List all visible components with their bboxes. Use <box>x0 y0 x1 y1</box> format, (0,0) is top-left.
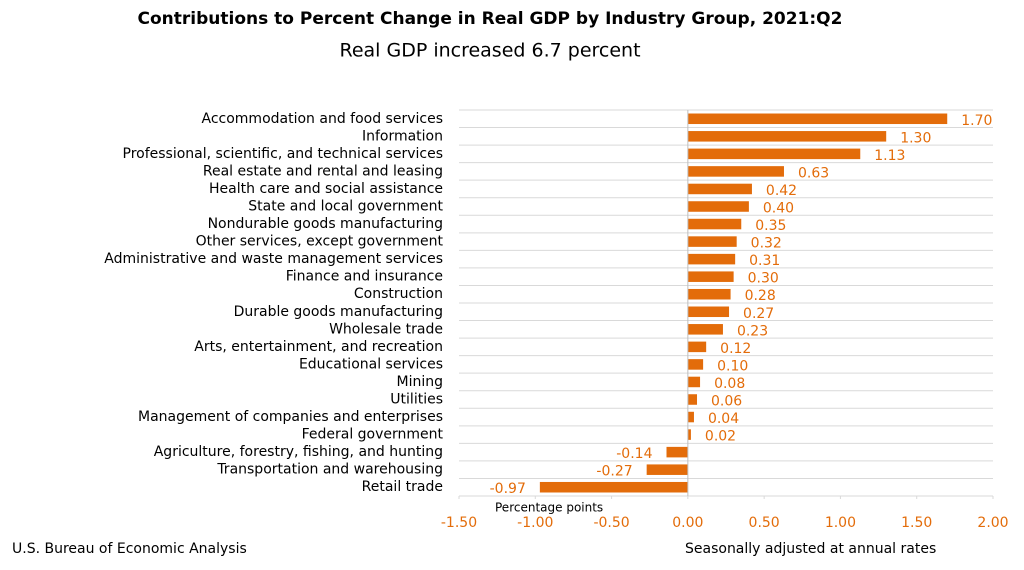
bar <box>687 394 698 405</box>
bar <box>687 166 784 177</box>
value-label: 0.28 <box>745 288 776 304</box>
bar <box>687 306 730 318</box>
value-label: 0.32 <box>751 236 782 252</box>
y-tick-label: Transportation and warehousing <box>216 462 443 478</box>
bar <box>687 288 731 300</box>
value-label: 0.31 <box>749 253 780 269</box>
x-tick-label: 2.00 <box>977 515 1008 531</box>
y-tick-label: State and local government <box>248 199 443 215</box>
x-tick-label: -1.50 <box>441 515 477 531</box>
bar <box>687 429 691 440</box>
y-tick-label: Nondurable goods manufacturing <box>208 216 443 232</box>
x-tick-label: -1.00 <box>517 515 553 531</box>
value-label: -0.27 <box>596 464 632 480</box>
x-axis-label: Percentage points <box>495 501 603 515</box>
value-label: 0.40 <box>763 201 794 217</box>
value-label: 0.42 <box>766 183 797 199</box>
value-label: 0.27 <box>743 306 774 322</box>
value-label: -0.97 <box>490 481 526 497</box>
y-tick-label: Health care and social assistance <box>209 181 443 197</box>
bar <box>687 324 723 335</box>
y-tick-label: Educational services <box>299 356 443 372</box>
x-tick-label: 1.00 <box>825 515 856 531</box>
chart-title: Contributions to Percent Change in Real … <box>138 9 843 29</box>
y-tick-label: Real estate and rental and leasing <box>203 163 443 179</box>
bar <box>687 183 752 195</box>
value-label: 0.04 <box>708 411 739 427</box>
y-tick-label: Retail trade <box>362 479 443 495</box>
y-tick-label: Wholesale trade <box>329 321 443 337</box>
y-tick-label: Information <box>362 128 443 144</box>
bar <box>687 148 861 160</box>
bar <box>666 446 688 458</box>
bar <box>687 376 701 388</box>
x-tick-label: -0.50 <box>593 515 629 531</box>
value-label: 0.12 <box>720 341 751 357</box>
bar <box>687 341 707 353</box>
y-tick-label: Utilities <box>390 392 443 408</box>
y-tick-label: Mining <box>397 374 444 390</box>
y-tick-label: Arts, entertainment, and recreation <box>194 339 443 355</box>
value-label: 0.63 <box>798 165 829 181</box>
bar <box>687 218 742 230</box>
y-tick-label: Accommodation and food services <box>202 111 444 127</box>
value-label: 0.06 <box>711 394 742 410</box>
x-tick-label: 0.00 <box>672 515 703 531</box>
bar <box>687 113 948 125</box>
y-tick-label: Durable goods manufacturing <box>234 304 443 320</box>
y-tick-label: Other services, except government <box>196 234 444 250</box>
note: Seasonally adjusted at annual rates <box>685 541 936 557</box>
value-label: 0.23 <box>737 323 768 339</box>
value-label: 0.10 <box>717 358 748 374</box>
source: U.S. Bureau of Economic Analysis <box>12 541 247 557</box>
value-label: 0.08 <box>714 376 745 392</box>
x-tick-label: 0.50 <box>749 515 780 531</box>
bar <box>646 464 688 475</box>
value-label: -0.14 <box>616 446 652 462</box>
y-tick-label: Administrative and waste management serv… <box>104 251 443 267</box>
value-label: 1.13 <box>874 148 905 164</box>
value-label: 0.30 <box>748 271 779 287</box>
bar <box>687 201 749 212</box>
chart-subtitle: Real GDP increased 6.7 percent <box>339 40 640 62</box>
bar <box>687 411 694 423</box>
bar <box>687 131 887 142</box>
y-tick-label: Agriculture, forestry, fishing, and hunt… <box>154 444 443 460</box>
bar <box>539 481 688 493</box>
bar <box>687 253 736 265</box>
x-tick-label: 1.50 <box>901 515 932 531</box>
value-label: 0.35 <box>755 218 786 234</box>
y-tick-label: Federal government <box>302 427 444 443</box>
y-tick-label: Management of companies and enterprises <box>138 409 443 425</box>
bar <box>687 359 704 370</box>
value-label: 1.30 <box>900 130 931 146</box>
value-label: 1.70 <box>961 113 992 129</box>
y-tick-label: Construction <box>354 286 443 302</box>
y-tick-label: Professional, scientific, and technical … <box>123 146 443 162</box>
bar <box>687 271 734 282</box>
y-tick-label: Finance and insurance <box>286 269 443 285</box>
bar <box>687 236 737 247</box>
value-label: 0.02 <box>705 429 736 445</box>
